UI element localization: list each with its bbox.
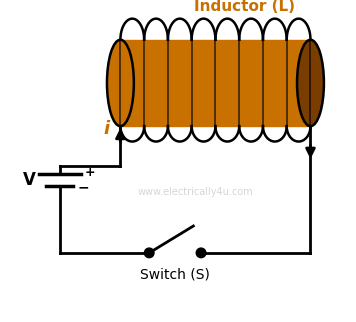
Text: www.electrically4u.com: www.electrically4u.com — [137, 187, 253, 197]
Text: Inductor (L): Inductor (L) — [194, 0, 295, 14]
Ellipse shape — [297, 40, 324, 126]
Text: V: V — [23, 171, 36, 189]
Text: Switch (S): Switch (S) — [140, 267, 210, 281]
Text: −: − — [77, 181, 89, 194]
Bar — [120, 40, 310, 126]
Text: +: + — [85, 166, 95, 179]
Ellipse shape — [107, 40, 134, 126]
Circle shape — [196, 248, 206, 258]
Text: i: i — [104, 120, 110, 138]
Circle shape — [145, 248, 154, 258]
